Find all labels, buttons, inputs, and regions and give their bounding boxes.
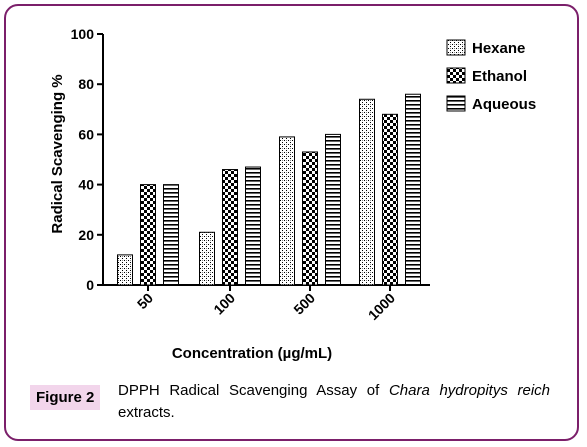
legend-label-ethanol: Ethanol (472, 68, 527, 85)
x-tick-label: 1000 (365, 290, 398, 323)
y-tick-label: 80 (78, 76, 94, 92)
bar-ethanol-100 (222, 169, 238, 286)
legend-swatch-aqueous (446, 95, 466, 112)
legend-swatch-hexane (446, 39, 466, 56)
bar-hexane-1000 (359, 98, 375, 286)
bar-aqueous-1000 (405, 93, 421, 286)
bar-aqueous-50 (163, 184, 179, 286)
x-tick-label: 500 (290, 290, 318, 318)
y-axis-label: Radical Scavenging % (49, 74, 66, 233)
y-tick-label: 100 (71, 26, 95, 42)
y-tick-label: 40 (78, 177, 94, 193)
axes (102, 34, 430, 286)
bar-aqueous-500 (325, 133, 341, 286)
y-tick-label: 20 (78, 227, 94, 243)
x-tick-label: 100 (210, 290, 238, 318)
legend-label-aqueous: Aqueous (472, 96, 536, 113)
caption-species-name: Chara hydropitys reich (388, 382, 550, 399)
y-tick-label: 60 (78, 126, 94, 142)
y-tick-label: 0 (86, 277, 94, 293)
legend-label-hexane: Hexane (472, 40, 525, 57)
bar-hexane-50 (117, 254, 133, 286)
caption-text: DPPH Radical Scavenging Assay of Chara h… (118, 380, 550, 424)
caption-text-before: DPPH Radical Scavenging Assay of (118, 382, 389, 399)
x-tick-label: 50 (134, 290, 156, 312)
figure-label: Figure 2 (30, 385, 101, 410)
bar-ethanol-50 (140, 184, 156, 286)
legend-swatch-ethanol (446, 67, 466, 84)
bar-hexane-100 (199, 231, 215, 286)
bar-ethanol-1000 (382, 113, 398, 286)
bar-chart: 0 20 40 60 80 100 50 100 500 1000 Radical Scaven… (49, 26, 536, 362)
caption-text-after: extracts. (118, 404, 175, 421)
legend: Hexane Ethanol Aqueous (446, 39, 536, 113)
bar-hexane-500 (279, 136, 295, 286)
bar-aqueous-100 (245, 166, 261, 286)
bar-ethanol-500 (302, 151, 318, 286)
x-axis-label: Concentration (µg/mL) (172, 345, 332, 362)
